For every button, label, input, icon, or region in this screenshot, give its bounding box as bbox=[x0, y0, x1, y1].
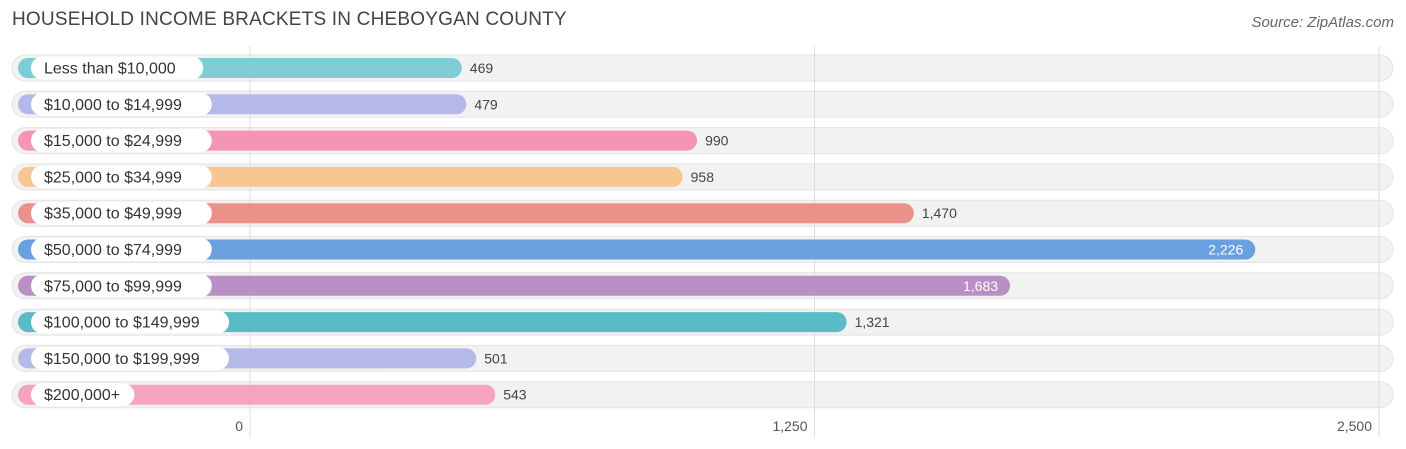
x-tick-label: 0 bbox=[235, 418, 243, 434]
value-label: 469 bbox=[470, 60, 494, 76]
category-label: Less than $10,000 bbox=[44, 61, 176, 78]
category-label: $25,000 to $34,999 bbox=[44, 169, 182, 186]
category-pill bbox=[31, 92, 212, 116]
category-pill bbox=[31, 310, 229, 334]
category-pill bbox=[31, 274, 212, 298]
bar bbox=[18, 384, 496, 405]
category-pill bbox=[31, 201, 212, 225]
bar bbox=[18, 239, 1256, 260]
category-label: $200,000+ bbox=[44, 387, 120, 404]
value-label: 1,683 bbox=[963, 278, 998, 294]
source-note: Source: ZipAtlas.com bbox=[1251, 14, 1394, 31]
value-label: 2,226 bbox=[1208, 242, 1243, 258]
category-label: $10,000 to $14,999 bbox=[44, 97, 182, 114]
category-label: $15,000 to $24,999 bbox=[44, 133, 182, 150]
x-tick-label: 1,250 bbox=[772, 418, 807, 434]
bar bbox=[18, 275, 1011, 296]
x-tick-label: 2,500 bbox=[1337, 418, 1372, 434]
category-label: $150,000 to $199,999 bbox=[44, 351, 200, 368]
category-label: $75,000 to $99,999 bbox=[44, 278, 182, 295]
value-label: 1,321 bbox=[855, 314, 890, 330]
category-pill bbox=[31, 165, 212, 189]
value-label: 501 bbox=[484, 350, 508, 366]
value-label: 479 bbox=[474, 96, 498, 112]
value-label: 990 bbox=[705, 133, 729, 149]
value-label: 958 bbox=[691, 169, 715, 185]
category-label: $100,000 to $149,999 bbox=[44, 315, 200, 332]
category-pill bbox=[31, 383, 135, 407]
bar bbox=[18, 203, 914, 224]
category-pill bbox=[31, 129, 212, 153]
category-pill bbox=[31, 346, 229, 370]
value-label: 1,470 bbox=[922, 205, 957, 221]
category-label: $50,000 to $74,999 bbox=[44, 242, 182, 259]
chart-title: HOUSEHOLD INCOME BRACKETS IN CHEBOYGAN C… bbox=[12, 9, 567, 30]
category-label: $35,000 to $49,999 bbox=[44, 206, 182, 223]
category-pill bbox=[31, 238, 212, 261]
category-pill bbox=[31, 56, 204, 80]
value-label: 543 bbox=[503, 387, 527, 403]
